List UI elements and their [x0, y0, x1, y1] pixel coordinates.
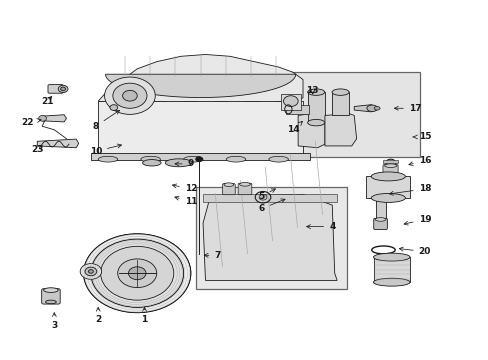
Ellipse shape: [370, 193, 405, 202]
FancyBboxPatch shape: [373, 219, 386, 229]
Ellipse shape: [165, 159, 192, 167]
Circle shape: [110, 105, 118, 111]
Text: 12: 12: [172, 184, 197, 193]
Polygon shape: [276, 101, 290, 157]
Text: 1: 1: [141, 307, 147, 324]
Polygon shape: [42, 115, 66, 122]
Polygon shape: [151, 101, 165, 157]
Text: 14: 14: [286, 121, 302, 134]
FancyBboxPatch shape: [238, 183, 251, 195]
Circle shape: [283, 96, 298, 107]
Text: 7: 7: [204, 251, 221, 260]
Circle shape: [91, 239, 183, 307]
Circle shape: [61, 87, 65, 91]
Polygon shape: [182, 101, 197, 157]
Ellipse shape: [374, 218, 385, 221]
Text: 23: 23: [31, 145, 43, 154]
Polygon shape: [353, 105, 378, 112]
Ellipse shape: [373, 107, 379, 110]
Circle shape: [101, 246, 173, 300]
Ellipse shape: [331, 89, 348, 95]
Polygon shape: [281, 94, 300, 110]
Text: 6: 6: [258, 199, 285, 213]
Circle shape: [83, 234, 190, 313]
Circle shape: [85, 267, 97, 276]
Polygon shape: [37, 139, 79, 148]
Text: 15: 15: [412, 132, 430, 141]
Circle shape: [58, 85, 68, 93]
Ellipse shape: [373, 278, 409, 286]
Polygon shape: [98, 54, 303, 119]
Polygon shape: [383, 160, 397, 163]
Text: 5: 5: [258, 189, 275, 201]
Polygon shape: [331, 92, 348, 116]
Polygon shape: [366, 176, 409, 198]
Bar: [278, 72, 419, 157]
Circle shape: [104, 77, 155, 114]
Text: 20: 20: [398, 247, 430, 256]
Text: 8: 8: [92, 110, 120, 131]
Polygon shape: [91, 153, 310, 160]
Ellipse shape: [370, 172, 405, 181]
Polygon shape: [203, 194, 336, 202]
Text: 13: 13: [306, 86, 318, 95]
Polygon shape: [373, 257, 409, 282]
FancyBboxPatch shape: [382, 165, 397, 174]
Polygon shape: [112, 87, 149, 94]
Polygon shape: [213, 101, 228, 157]
Text: 11: 11: [175, 196, 197, 206]
Polygon shape: [98, 101, 303, 157]
Ellipse shape: [373, 253, 409, 261]
Circle shape: [113, 83, 147, 108]
Ellipse shape: [226, 156, 245, 162]
Polygon shape: [298, 114, 325, 148]
Text: 22: 22: [21, 118, 41, 127]
FancyBboxPatch shape: [48, 85, 63, 93]
Ellipse shape: [183, 156, 203, 162]
Circle shape: [118, 259, 157, 288]
Polygon shape: [203, 194, 336, 280]
Polygon shape: [307, 92, 325, 123]
Circle shape: [80, 264, 102, 279]
Text: 10: 10: [89, 144, 121, 156]
Ellipse shape: [142, 159, 161, 166]
Circle shape: [122, 90, 137, 101]
Text: 17: 17: [394, 104, 421, 113]
Circle shape: [259, 194, 266, 200]
Circle shape: [88, 270, 93, 273]
Polygon shape: [120, 101, 135, 157]
Ellipse shape: [307, 120, 324, 126]
FancyBboxPatch shape: [222, 184, 235, 195]
FancyBboxPatch shape: [41, 289, 60, 304]
Text: 19: 19: [403, 215, 430, 225]
Ellipse shape: [366, 105, 377, 112]
Polygon shape: [244, 101, 259, 157]
Polygon shape: [375, 200, 385, 220]
Ellipse shape: [239, 183, 250, 186]
Polygon shape: [285, 105, 308, 114]
Circle shape: [39, 116, 46, 121]
Ellipse shape: [224, 183, 233, 186]
Text: 18: 18: [389, 184, 430, 195]
Text: 3: 3: [51, 313, 57, 330]
Polygon shape: [325, 114, 356, 146]
Ellipse shape: [141, 156, 160, 162]
Ellipse shape: [307, 89, 324, 95]
Text: 16: 16: [408, 156, 430, 166]
Circle shape: [128, 267, 146, 280]
Ellipse shape: [45, 300, 56, 304]
Ellipse shape: [268, 156, 288, 162]
Ellipse shape: [98, 156, 118, 162]
Ellipse shape: [384, 164, 396, 167]
Text: 21: 21: [41, 96, 53, 105]
Polygon shape: [105, 74, 295, 98]
Bar: [195, 187, 346, 289]
Text: 9: 9: [175, 159, 194, 168]
Text: 4: 4: [306, 222, 335, 231]
Ellipse shape: [43, 288, 58, 292]
Circle shape: [195, 157, 202, 162]
Text: 2: 2: [95, 307, 101, 324]
